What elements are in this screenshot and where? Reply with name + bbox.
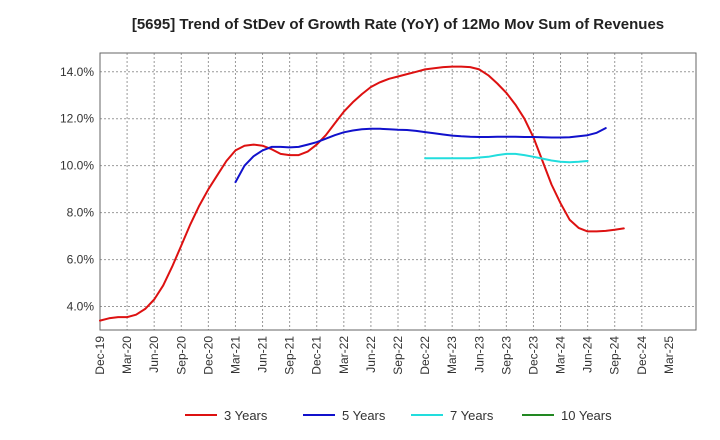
legend-label: 10 Years — [561, 408, 612, 423]
x-tick-label: Mar-23 — [445, 336, 459, 374]
x-tick-label: Dec-19 — [93, 336, 107, 375]
x-tick-label: Jun-23 — [472, 336, 486, 373]
x-tick-label: Sep-24 — [608, 336, 622, 375]
series-line-5-years — [234, 127, 607, 184]
x-tick-label: Mar-24 — [554, 336, 568, 374]
grid — [100, 53, 696, 330]
x-tick-label: Jun-20 — [147, 336, 161, 373]
x-tick-label: Dec-23 — [526, 336, 540, 375]
series-line-7-years — [424, 152, 589, 164]
x-tick-label: Mar-20 — [120, 336, 134, 374]
x-tick-label: Dec-22 — [418, 336, 432, 375]
x-tick-label: Dec-24 — [635, 336, 649, 375]
x-tick-label: Dec-20 — [201, 336, 215, 375]
legend-label: 3 Years — [224, 408, 268, 423]
x-tick-label: Mar-21 — [228, 336, 242, 374]
x-axis: Dec-19 Mar-20 Jun-20 Sep-20 Dec-20 Mar-21 Jun-… — [93, 336, 676, 375]
y-tick-label: 8.0% — [67, 206, 95, 220]
x-tick-label: Sep-22 — [391, 336, 405, 375]
chart-title: [5695] Trend of StDev of Growth Rate (Yo… — [132, 16, 664, 33]
x-tick-label: Jun-21 — [256, 336, 270, 373]
x-tick-label: Sep-20 — [174, 336, 188, 375]
legend: 3 Years 5 Years 7 Years 10 Years — [185, 408, 612, 423]
series-line-3-years — [99, 65, 625, 322]
x-tick-label: Jun-22 — [364, 336, 378, 373]
y-tick-label: 14.0% — [60, 65, 94, 79]
x-tick-label: Sep-23 — [499, 336, 513, 375]
legend-label: 5 Years — [342, 408, 386, 423]
x-tick-label: Dec-21 — [310, 336, 324, 375]
x-tick-label: Mar-22 — [337, 336, 351, 374]
y-tick-label: 6.0% — [67, 253, 95, 267]
y-axis: 4.0% 6.0% 8.0% 10.0% 12.0% 14.0% — [60, 65, 94, 314]
series-lines — [99, 65, 625, 322]
plot-area-frame — [99, 52, 697, 331]
x-tick-label: Mar-25 — [662, 336, 676, 374]
legend-label: 7 Years — [450, 408, 494, 423]
x-tick-label: Sep-21 — [283, 336, 297, 375]
y-tick-label: 10.0% — [60, 159, 94, 173]
y-tick-label: 12.0% — [60, 112, 94, 126]
y-tick-label: 4.0% — [67, 300, 95, 314]
x-tick-label: Jun-24 — [581, 336, 595, 373]
